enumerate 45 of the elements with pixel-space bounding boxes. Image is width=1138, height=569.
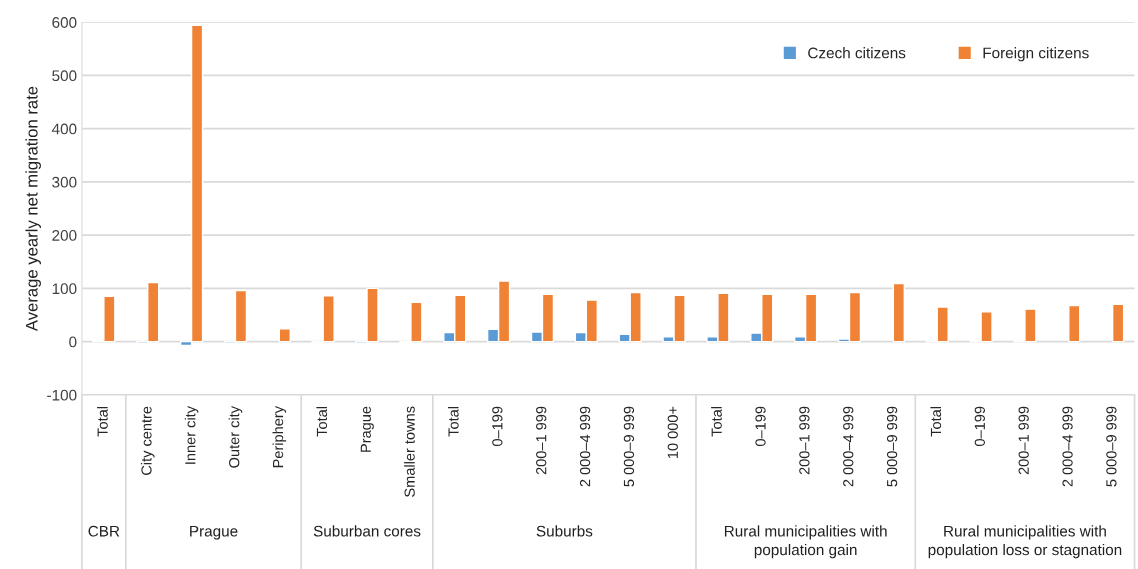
text: Suburbs (536, 525, 593, 537)
text: Rural municipalities with population loss or stagnation (928, 525, 1122, 559)
x-tick-label: 5 000–9 999 (1106, 406, 1117, 487)
text: Prague (190, 525, 238, 540)
x-tick-label: Outer city (228, 406, 243, 468)
x-tick-label: Periphery (272, 406, 287, 468)
y-tick-label: -100 (47, 389, 77, 401)
legend-label: Foreign citizens (983, 47, 1089, 62)
legend-label: Czech citizens (808, 47, 906, 59)
x-tick-label: Total (97, 406, 108, 437)
bar (1111, 303, 1125, 343)
x-tick-label: 200–1 999 (799, 406, 810, 475)
x-tick-label: 10 000+ (667, 406, 678, 458)
text: Suburban cores (313, 525, 421, 537)
x-tick-label: 0–199 (755, 406, 766, 446)
x-tick-label: 5 000–9 999 (623, 406, 635, 487)
y-tick-label: 600 (52, 17, 77, 28)
y-tick-label: 100 (52, 283, 77, 295)
x-tick-label: 0–199 (492, 406, 503, 446)
text: CBR (88, 525, 120, 537)
x-tick-label: 0–199 (974, 406, 985, 446)
bar (892, 282, 906, 343)
x-tick-label: Total (316, 406, 328, 437)
x-tick-label: Total (447, 406, 459, 437)
x-tick-label: 2 000–4 999 (843, 406, 854, 487)
x-tick-label: City centre (140, 406, 155, 475)
y-tick-label: 400 (51, 123, 77, 135)
x-tick-label: 2 000–4 999 (579, 406, 591, 487)
x-tick-label: Total (930, 406, 942, 437)
x-tick-label: Prague (360, 406, 374, 452)
y-tick-label: 200 (52, 230, 77, 241)
y-tick-label: 300 (52, 176, 77, 188)
x-tick-label: 200–1 999 (536, 406, 547, 475)
x-tick-label: Smaller towns (404, 406, 415, 497)
bar (278, 328, 291, 343)
x-tick-label: Inner city (184, 406, 199, 464)
text: Rural municipalities with population gain (724, 525, 887, 559)
bar (1068, 304, 1081, 343)
x-tick-label: Total (711, 406, 722, 437)
y-axis-title: Average yearly net migration rate (25, 86, 41, 332)
y-tick-label: 0 (69, 336, 77, 348)
y-tick-label: 500 (52, 70, 77, 82)
x-tick-label: 5 000–9 999 (886, 406, 898, 487)
x-tick-label: 200–1 999 (1018, 406, 1029, 475)
x-tick-label: 2 000–4 999 (1062, 406, 1073, 487)
